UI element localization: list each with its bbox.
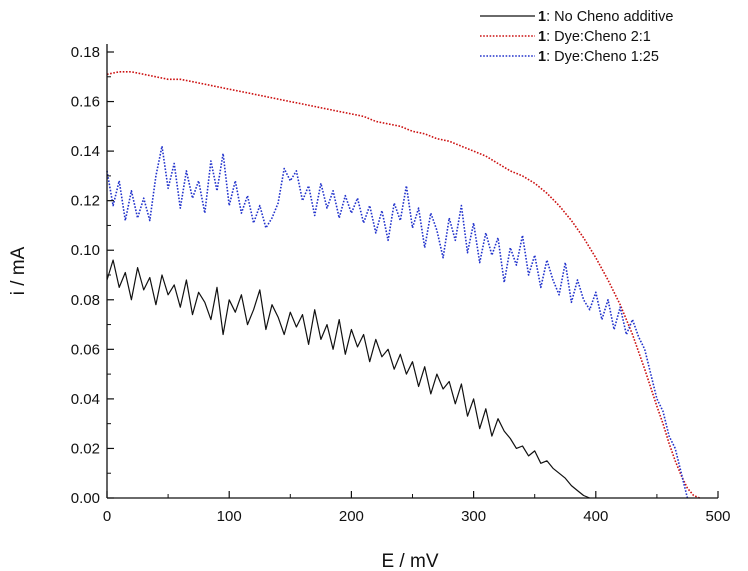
x-tick-label: 400	[583, 508, 608, 525]
y-tick-label: 0.14	[71, 143, 100, 160]
legend-series-name: : Dye:Cheno 1:25	[546, 49, 659, 65]
legend-label-1: 1: No Cheno additive	[538, 9, 673, 25]
series-line-3	[106, 145, 689, 499]
y-tick-label: 0.02	[71, 440, 100, 457]
series-line-1	[106, 259, 590, 499]
legend-compound-number: 1	[538, 49, 546, 65]
plot-lines	[106, 71, 701, 499]
y-tick-label: 0.06	[71, 341, 100, 358]
legend-series-name: : No Cheno additive	[546, 9, 673, 25]
y-axis-title: i / mA	[8, 246, 29, 295]
legend-label-2: 1: Dye:Cheno 2:1	[538, 29, 651, 45]
y-tick-label: 0.00	[71, 490, 100, 507]
y-ticks: 0.00 0.02 0.04 0.06 0.08 0.10 0.12 0.14 0.16 0.18	[71, 44, 114, 507]
legend-compound-number: 1	[538, 29, 546, 45]
x-tick-label: 500	[705, 508, 730, 525]
x-tick-label: 0	[103, 508, 111, 525]
series-line-2	[106, 71, 701, 499]
y-tick-label: 0.16	[71, 94, 100, 111]
x-axis-title: E / mV	[381, 551, 438, 571]
x-ticks: 0 100 200 300 400 500	[103, 491, 731, 525]
legend-label-3: 1: Dye:Cheno 1:25	[538, 49, 659, 65]
x-tick-label: 300	[461, 508, 486, 525]
y-tick-label: 0.04	[71, 391, 100, 408]
legend-compound-number: 1	[538, 9, 546, 25]
y-tick-label: 0.10	[71, 242, 100, 259]
y-tick-label: 0.18	[71, 44, 100, 61]
x-tick-label: 100	[217, 508, 242, 525]
y-tick-label: 0.08	[71, 292, 100, 309]
legend-series-name: : Dye:Cheno 2:1	[546, 29, 651, 45]
y-tick-label: 0.12	[71, 193, 100, 210]
x-tick-label: 200	[339, 508, 364, 525]
